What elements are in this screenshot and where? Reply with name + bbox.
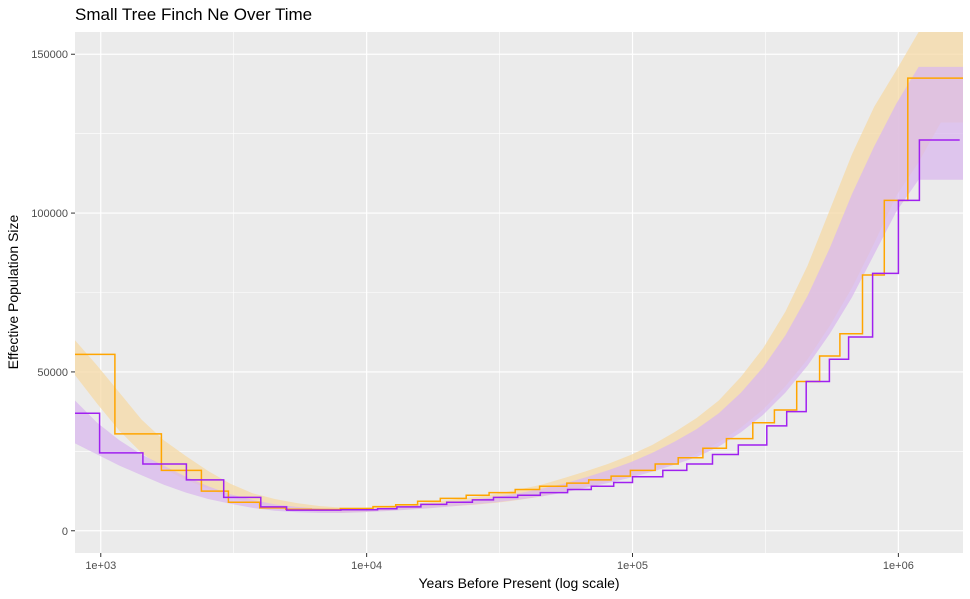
y-tick-label: 100000 bbox=[31, 208, 68, 220]
confidence-band bbox=[75, 32, 963, 513]
x-tick-label: 1e+03 bbox=[85, 560, 116, 572]
y-axis: 0 50000 100000 150000 bbox=[31, 49, 75, 538]
series-lines bbox=[75, 77, 963, 511]
x-tick-label: 1e+05 bbox=[617, 560, 648, 572]
chart-title: Small Tree Finch Ne Over Time bbox=[75, 5, 312, 24]
x-axis-title: Years Before Present (log scale) bbox=[418, 575, 619, 591]
confidence-band bbox=[75, 66, 963, 514]
confidence-bands bbox=[75, 32, 963, 514]
y-tick-label: 50000 bbox=[37, 367, 68, 379]
major-gridlines bbox=[75, 32, 963, 553]
plot-panel bbox=[75, 32, 963, 553]
y-axis-title: Effective Population Size bbox=[5, 214, 21, 369]
x-tick-label: 1e+06 bbox=[883, 560, 914, 572]
series-step-line bbox=[75, 139, 960, 511]
x-axis: 1e+03 1e+04 1e+05 1e+06 bbox=[85, 553, 914, 572]
y-tick-label: 150000 bbox=[31, 49, 68, 61]
x-tick-label: 1e+04 bbox=[351, 560, 382, 572]
y-tick-label: 0 bbox=[62, 526, 68, 538]
